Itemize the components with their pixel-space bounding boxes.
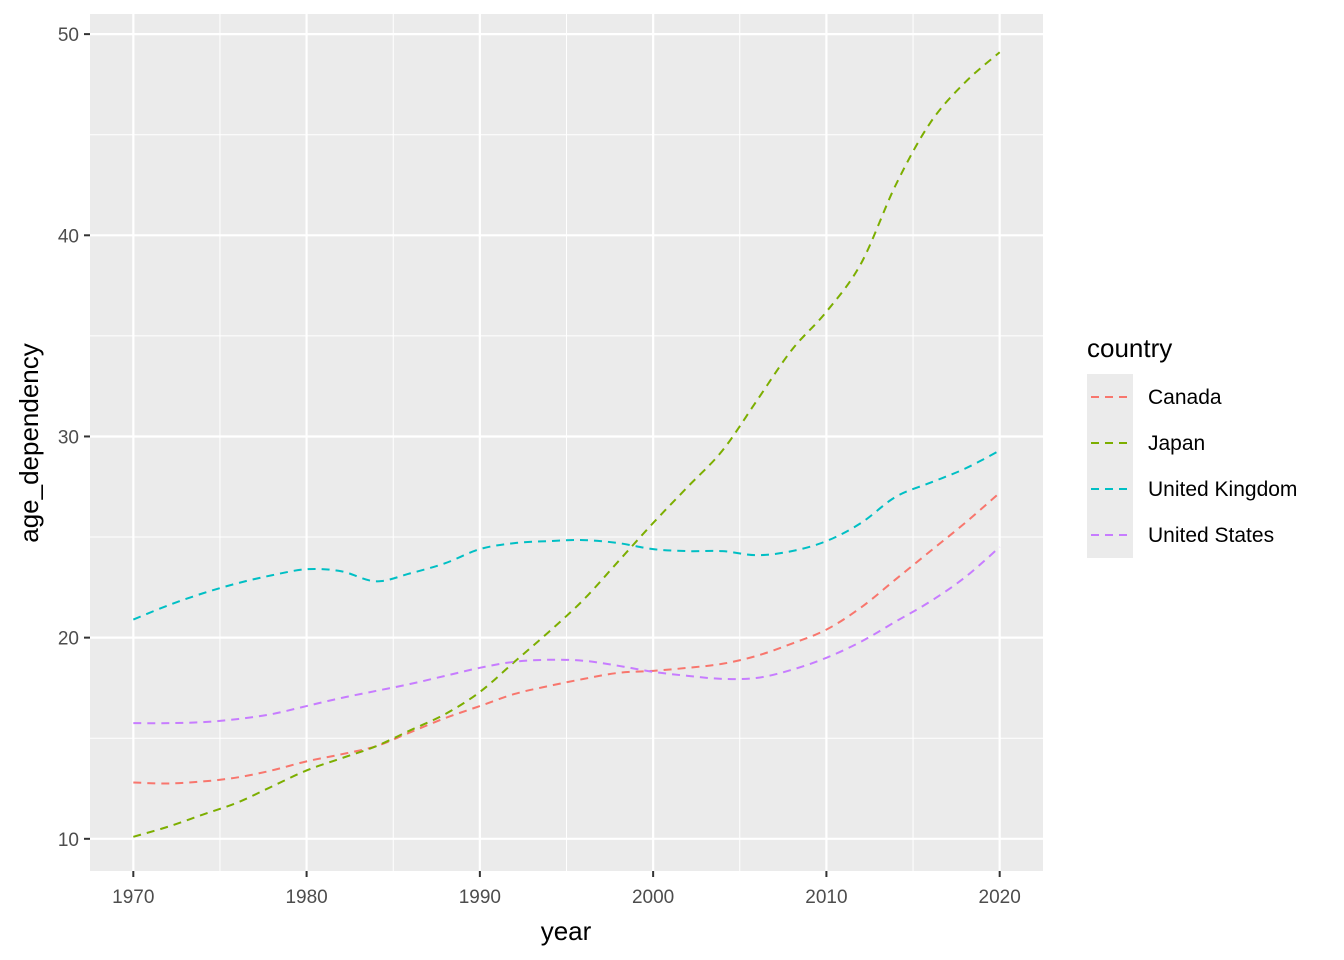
x-tick-label: 1980 (285, 887, 327, 908)
series-line-united-states (133, 546, 1001, 725)
x-tick-label: 1970 (112, 887, 154, 908)
y-axis-title: age_dependency (14, 343, 44, 543)
legend-label-japan: Japan (1148, 432, 1205, 455)
legend: country Canada Japan United Kingdom United … (1087, 333, 1297, 558)
series-line-japan (133, 51, 1001, 838)
x-tick-label: 2000 (632, 887, 674, 908)
minor-gridlines (90, 14, 1043, 871)
x-axis: 1970 1980 1990 2000 2010 2020 (112, 871, 1021, 908)
series-lines (132, 51, 1001, 838)
legend-title: country (1087, 333, 1172, 363)
y-tick-label: 50 (58, 25, 79, 46)
x-tick-label: 1990 (459, 887, 501, 908)
legend-label-united-states: United States (1148, 524, 1274, 547)
series-line-united-kingdom (132, 449, 1001, 621)
y-tick-label: 20 (58, 629, 79, 650)
legend-label-canada: Canada (1148, 386, 1222, 409)
series-line-canada (133, 492, 1001, 785)
y-tick-label: 30 (58, 427, 79, 448)
x-tick-label: 2020 (979, 887, 1021, 908)
x-axis-title: year (541, 916, 592, 946)
y-tick-label: 10 (58, 830, 79, 851)
y-tick-label: 40 (58, 226, 79, 247)
major-gridlines (90, 14, 1043, 871)
x-tick-label: 2010 (805, 887, 847, 908)
legend-label-united-kingdom: United Kingdom (1148, 478, 1297, 501)
y-axis: 10 20 30 40 50 (58, 25, 90, 851)
legend-keys-background (1087, 374, 1133, 558)
